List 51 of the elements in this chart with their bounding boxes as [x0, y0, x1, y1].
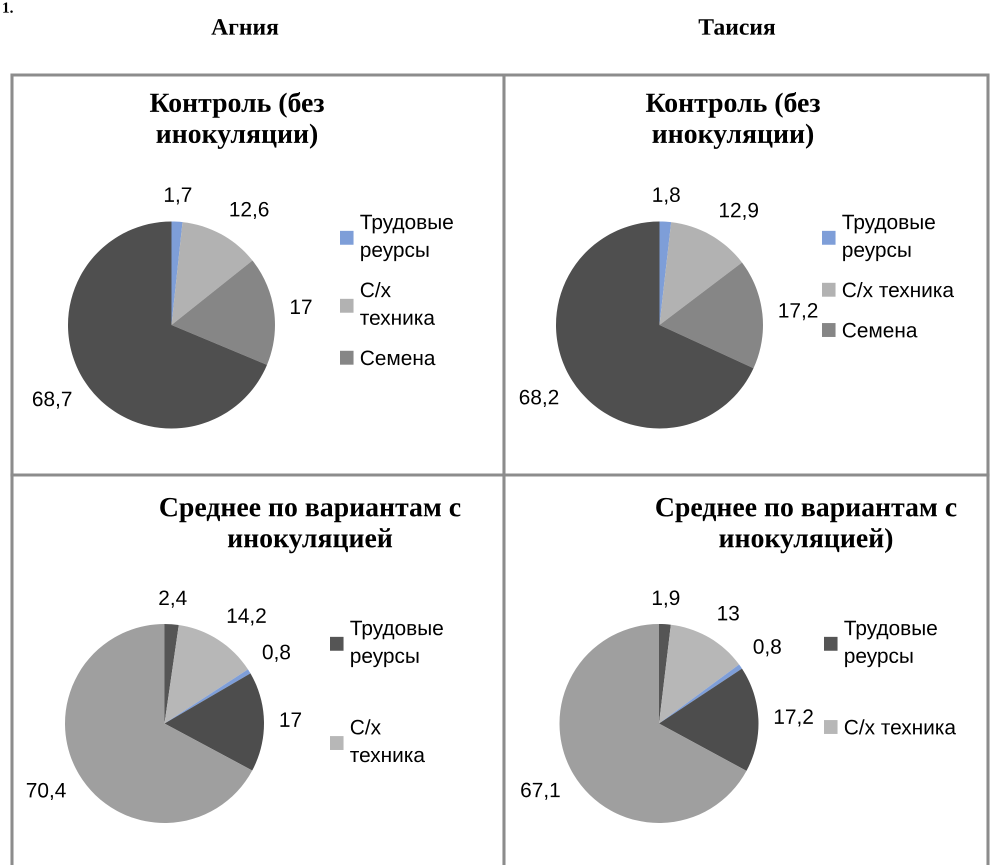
data-label: 17,2 — [774, 709, 813, 727]
chart-title: Контроль (без инокуляции) — [646, 92, 820, 149]
chart-title: Среднее по вариантам с инокуляцией) — [656, 498, 956, 554]
legend-label: Трудовые реурсы — [360, 214, 453, 262]
pie-slice — [65, 624, 252, 823]
chart-title: Среднее по вариантам с инокуляцией — [160, 498, 460, 554]
legend-label: С/х техника — [844, 719, 956, 735]
legend-label: С/х техника — [350, 719, 425, 762]
data-label: 17 — [280, 712, 302, 727]
legend-label: С/х техника — [842, 282, 954, 298]
pie-slice — [164, 624, 179, 724]
pie-slice — [172, 222, 183, 325]
text: Агния — [211, 19, 278, 35]
data-label: 67,1 — [521, 782, 560, 800]
pie-slice — [659, 624, 671, 724]
data-label: 0,8 — [754, 639, 781, 656]
pie-slice — [660, 222, 672, 325]
pie-slice — [172, 222, 252, 325]
data-label: 0,8 — [262, 644, 290, 662]
text: 1. — [3, 2, 13, 13]
data-label: 1,8 — [653, 187, 680, 205]
pie-slice — [164, 673, 264, 770]
data-label: 1,7 — [164, 187, 192, 204]
pie-slice — [172, 260, 275, 365]
data-label: 1,9 — [652, 590, 680, 608]
legend-label: Семена — [360, 350, 436, 366]
data-label: 12,6 — [230, 202, 268, 220]
data-label: 2,4 — [159, 590, 187, 608]
data-label: 68,2 — [520, 390, 558, 407]
pie-slice — [560, 624, 746, 823]
pie-slice — [659, 624, 740, 724]
legend-label: Семена — [842, 322, 918, 338]
legend-label: Трудовые реурсы — [844, 620, 937, 668]
pie-slice — [659, 664, 742, 724]
legend-label: Трудовые реурсы — [842, 214, 935, 262]
pie-slice — [164, 669, 250, 724]
pie-slice — [660, 262, 763, 368]
data-label: 14,2 — [228, 608, 266, 626]
data-label: 17,2 — [779, 302, 818, 320]
pie-slice — [660, 222, 742, 325]
chart-title: Контроль (без инокуляции) — [150, 92, 324, 149]
data-label: 13 — [718, 606, 739, 621]
pie-slice — [659, 668, 758, 771]
data-label: 70,4 — [26, 782, 66, 800]
data-label: 68,7 — [32, 392, 72, 409]
data-label: 17 — [290, 300, 312, 314]
pie-slice — [164, 625, 248, 724]
text: Таисия — [698, 19, 776, 35]
legend-label: Трудовые реурсы — [350, 620, 443, 668]
data-label: 12,9 — [720, 202, 758, 220]
legend-label: С/х техника — [360, 282, 435, 326]
